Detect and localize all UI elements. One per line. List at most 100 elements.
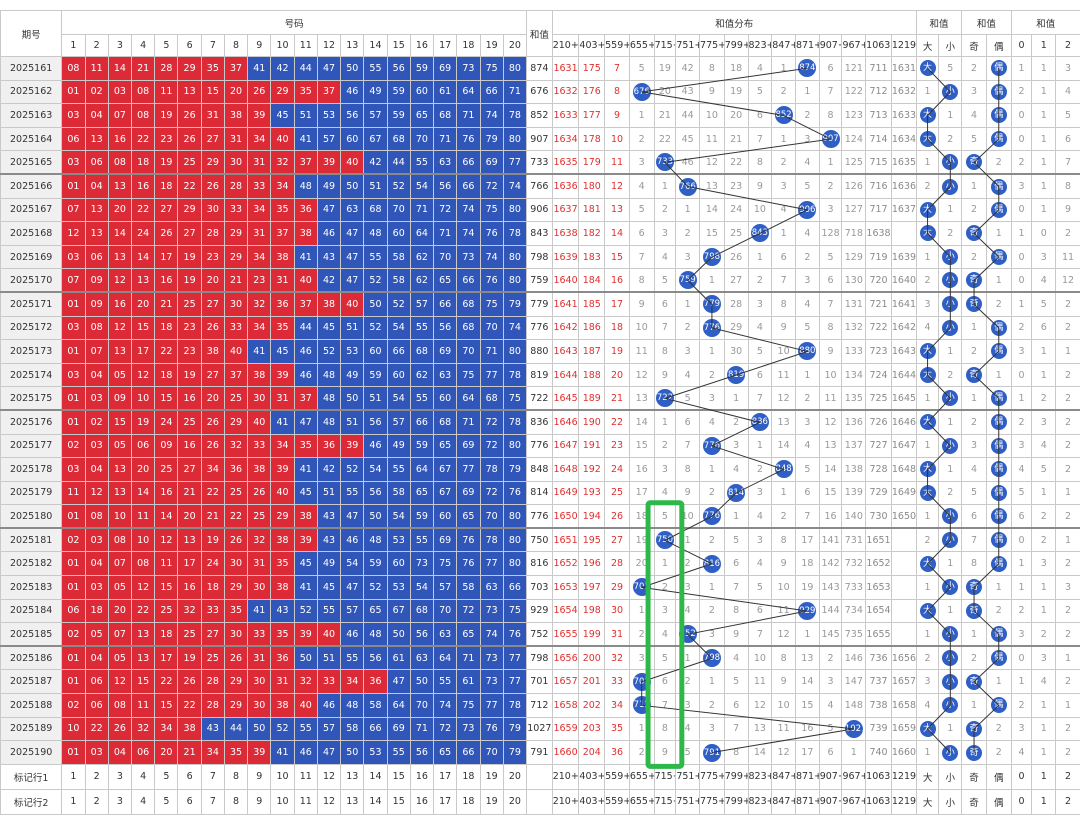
number-ball: 71	[409, 197, 435, 223]
dist-cell: 1	[628, 103, 655, 128]
number-ball: 57	[316, 126, 342, 152]
mark-number: 16	[409, 788, 435, 815]
dist-cell: 186	[578, 315, 606, 341]
number-ball: 76	[479, 716, 504, 742]
number-ball: 26	[223, 645, 249, 671]
dist-cell: 1	[771, 56, 796, 81]
dist-cell: 3	[628, 645, 655, 671]
number-ball: 76	[479, 268, 504, 293]
group-cell: 3	[1010, 433, 1033, 459]
number-ball: 05	[107, 645, 133, 671]
group-marker: 大	[919, 60, 936, 77]
group-cell: 6	[1010, 504, 1033, 529]
number-ball: 12	[107, 315, 133, 341]
number-ball: 24	[154, 409, 179, 435]
group-cell: 偶	[985, 386, 1012, 411]
dist-cell: 1635	[551, 150, 580, 175]
group-cell: 大	[915, 457, 940, 482]
mark-number: 9	[247, 763, 272, 790]
group-cell: 1	[1055, 480, 1080, 506]
dist-cell: 9	[699, 79, 725, 105]
number-ball: 38	[293, 221, 318, 246]
mark-dist: 715+	[653, 788, 677, 815]
dist-cell: 732	[841, 551, 867, 577]
dist-cell: 1650	[890, 504, 917, 529]
number-ball: 04	[84, 551, 109, 577]
sum-marker: 759	[678, 271, 697, 290]
number-ball: 52	[293, 598, 318, 624]
number-ball: 37	[293, 150, 318, 175]
dist-cell: 5	[675, 386, 701, 411]
dist-col-header: 1219+	[890, 34, 917, 57]
number-col-header: 3	[107, 34, 133, 57]
group-cell: 3	[1010, 173, 1033, 199]
dist-cell: 1	[675, 291, 701, 317]
group-cell: 0	[1010, 197, 1033, 223]
table-row: 2025170 07 09 12 13 16 19 20 21 23 31 40 42 47 52 58 62 6…	[0, 268, 1080, 293]
number-ball: 54	[409, 173, 435, 199]
group-cell: 1	[1010, 669, 1033, 695]
table-row: 2025163 03 04 07 08 19 26 31 38 39 45 51 53 56 57 59 65 6…	[0, 103, 1080, 128]
table-row: 2025169 03 06 13 14 17 19 23 29 34 38 41 43 47 55 58 62 7…	[0, 244, 1080, 270]
number-ball: 72	[433, 716, 458, 742]
period-cell: 2025185	[0, 622, 63, 647]
group-marker: 偶	[990, 390, 1007, 407]
group-cell: 5	[1010, 480, 1033, 506]
dist-cell: 7	[653, 315, 677, 341]
number-ball: 19	[154, 103, 179, 128]
number-col-header: 1	[61, 34, 86, 57]
dist-cell: 185	[578, 291, 606, 317]
dist-cell: 10	[771, 693, 796, 718]
dist-cell: 12	[747, 693, 773, 718]
number-ball: 60	[433, 504, 458, 529]
number-ball: 50	[247, 716, 272, 742]
mark-group: 1	[1031, 763, 1057, 790]
mark-number: 3	[107, 788, 133, 815]
number-ball: 51	[293, 103, 318, 128]
number-ball: 08	[61, 56, 86, 81]
dist-cell: 2	[699, 362, 725, 388]
dist-cell: 4	[628, 173, 655, 199]
group-cell: 奇	[961, 221, 987, 246]
dist-cell: 9	[747, 173, 773, 199]
group-cell: 2	[1055, 669, 1080, 695]
dist-cell: 798	[699, 645, 725, 671]
group-cell: 1	[985, 575, 1012, 600]
group-cell: 2	[938, 480, 963, 506]
dist-cell: 7	[675, 433, 701, 459]
number-ball: 72	[433, 197, 458, 223]
number-ball: 57	[363, 103, 388, 128]
number-ball: 12	[154, 527, 179, 553]
group-marker: 小	[942, 579, 959, 596]
group-marker: 小	[942, 178, 959, 195]
table-row: 2025176 01 02 15 19 24 25 26 29 40 41 47 48 51 56 57 66 6…	[0, 409, 1080, 435]
dist-cell: 1660	[551, 740, 580, 765]
mark-dist: 1063+	[865, 763, 892, 790]
sum-value: 752	[526, 622, 553, 647]
number-ball: 34	[247, 244, 272, 270]
number-ball: 50	[386, 622, 411, 647]
number-ball: 75	[502, 598, 528, 624]
dist-cell: 740	[865, 740, 892, 765]
mark-row: 标记行2 1 2 3 4 5 6 7 8 9 10 11 12 13 14 15 16 17 18 19 20 210+ 4…	[0, 788, 1080, 815]
number-col-header: 15	[386, 34, 411, 57]
group-cell: 2	[1055, 409, 1080, 435]
sum-marker: 814	[727, 483, 746, 502]
number-ball: 08	[131, 551, 156, 577]
dist-cell: 730	[865, 504, 892, 529]
group-cell: 1	[961, 386, 987, 411]
number-ball: 07	[61, 268, 86, 293]
number-ball: 55	[409, 386, 435, 411]
group-marker: 偶	[990, 697, 1007, 714]
distribution-header: 和值分布	[551, 10, 917, 35]
dist-cell: 1	[699, 669, 725, 695]
sum-marker: 779	[702, 295, 721, 314]
number-ball: 03	[61, 457, 86, 482]
dist-cell: 133	[841, 339, 867, 364]
dist-cell: 7	[628, 244, 655, 270]
dist-cell: 21	[723, 126, 749, 152]
group-cell: 1	[938, 197, 963, 223]
number-ball: 13	[131, 622, 156, 647]
number-ball: 43	[316, 504, 342, 529]
dist-cell: 7	[747, 126, 773, 152]
